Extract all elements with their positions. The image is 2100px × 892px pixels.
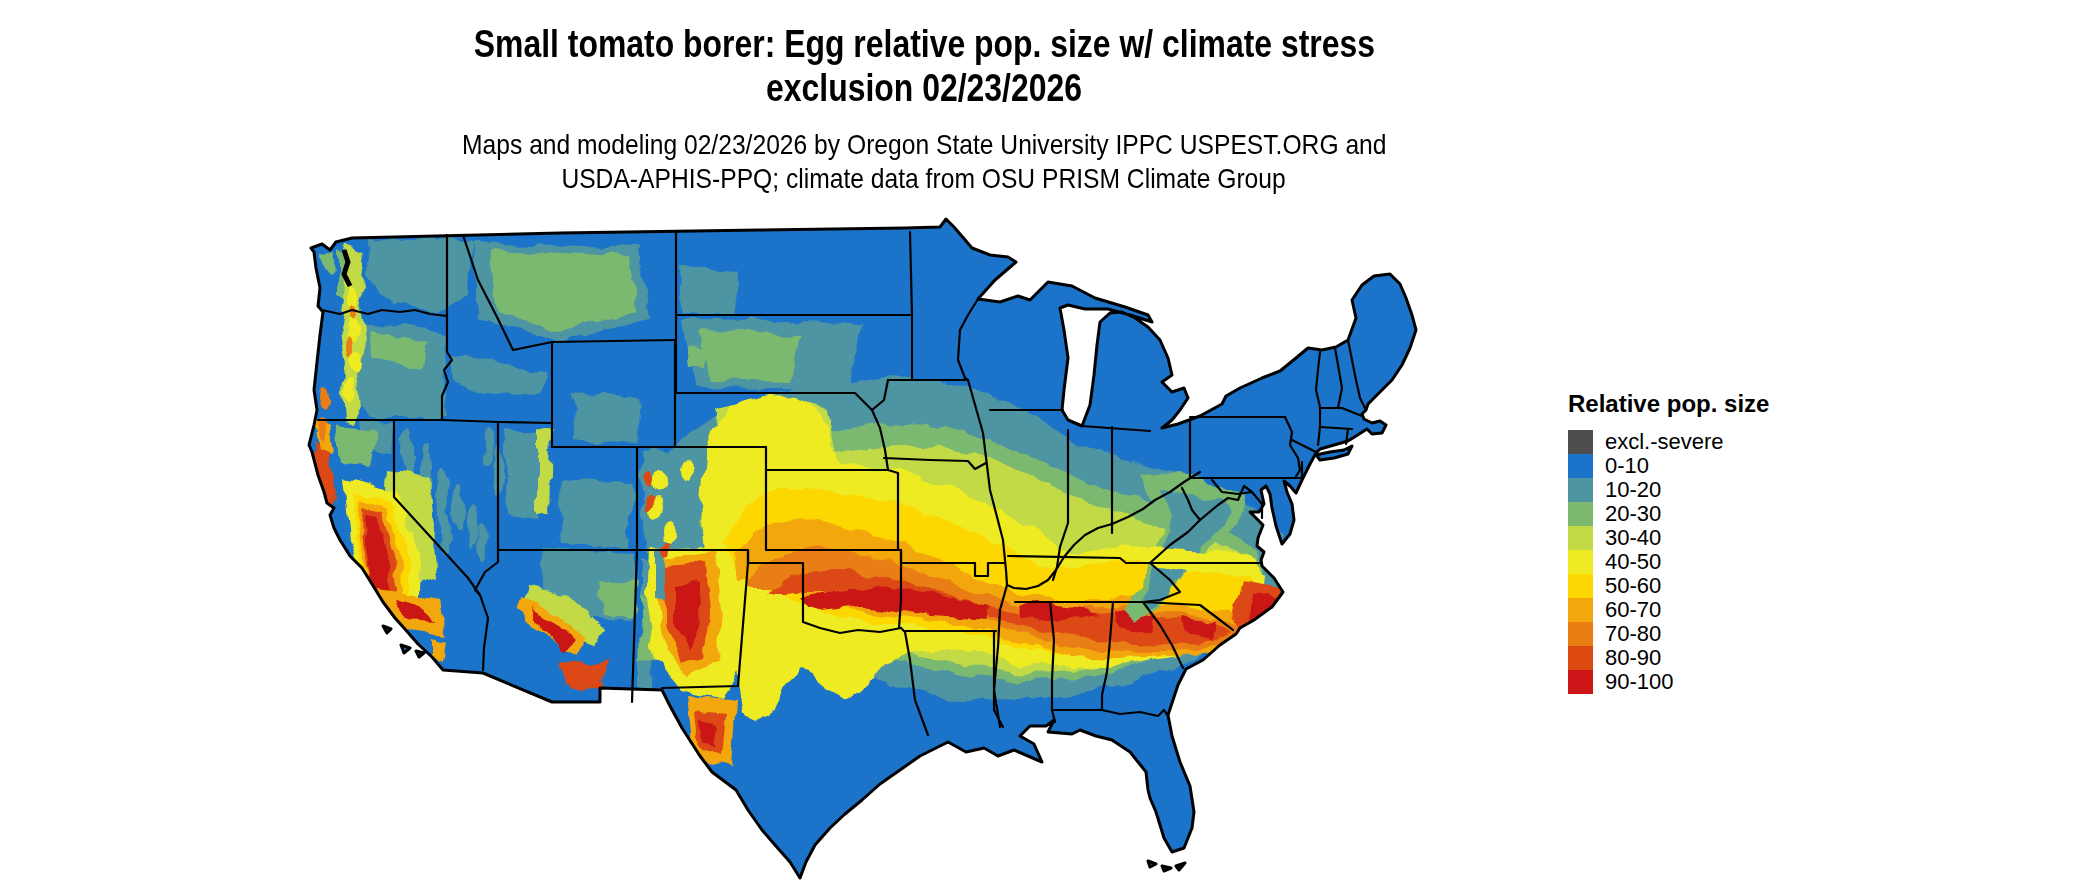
page: { "title": { "line1": "Small tomato bore…: [0, 0, 2100, 892]
heat-wasatch: [538, 428, 550, 515]
heat-ut-se: [558, 480, 632, 548]
heat-blackhills: [688, 345, 710, 368]
map-fill: [280, 200, 1440, 892]
heat-nd: [680, 268, 740, 315]
heat-wa-olympic: [320, 252, 334, 272]
heat-az-sky: [560, 660, 606, 690]
heat-shasta: [336, 426, 376, 468]
heat-wy-sw: [572, 392, 638, 445]
heat-ut-w: [505, 430, 540, 520]
heat-nm-ridge: [656, 548, 668, 600]
heat-az-white: [598, 580, 636, 620]
heat-sd-green: [702, 332, 800, 382]
us-map: [0, 0, 2100, 892]
